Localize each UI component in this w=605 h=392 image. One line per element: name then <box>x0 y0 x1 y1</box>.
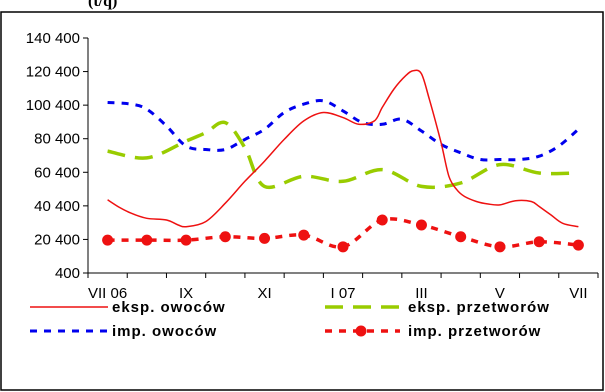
y-tick-label: 60 400 <box>34 164 80 181</box>
legend-label-eksp-przetworow: eksp. przetworów <box>408 299 550 316</box>
data-point-imp-przetworow <box>102 234 114 246</box>
y-tick-label: 20 400 <box>34 231 80 248</box>
legend-label-imp-owocow: imp. owoców <box>112 323 217 340</box>
x-tick-label: V <box>495 285 505 302</box>
legend-item-eksp-przetworow: eksp. przetworów <box>325 299 550 316</box>
y-tick-label: 400 <box>55 265 80 282</box>
data-point-imp-przetworow <box>415 219 427 231</box>
x-tick-label: VII 06 <box>88 285 127 302</box>
legend-item-eksp-owocow: eksp. owoców <box>30 299 226 316</box>
series-line-eksp-owocow <box>107 69 579 228</box>
series-line-imp-owocow <box>107 99 580 162</box>
series-layer <box>102 69 584 253</box>
legend-item-imp-przetworow: imp. przetworów <box>325 323 541 340</box>
data-point-imp-przetworow <box>219 231 231 243</box>
y-axis: 140 400 120 400 100 400 80 400 60 400 40 400 2… <box>26 30 88 282</box>
data-point-imp-przetworow <box>494 241 506 253</box>
y-tick-label: 140 400 <box>26 30 80 47</box>
data-point-imp-przetworow <box>376 214 388 226</box>
y-tick-label: 100 400 <box>26 97 80 114</box>
legend-marker-imp-przetworow <box>355 325 367 337</box>
data-point-imp-przetworow <box>141 234 153 246</box>
data-point-imp-przetworow <box>572 239 584 251</box>
data-point-imp-przetworow <box>259 232 271 244</box>
y-tick-label: 120 400 <box>26 64 80 81</box>
x-tick-label: VII <box>569 285 587 302</box>
x-tick-label: I 07 <box>330 285 355 302</box>
x-tick-label: III <box>415 285 428 302</box>
title-fragment: (t/q) <box>88 0 117 10</box>
y-tick-label: 80 400 <box>34 131 80 148</box>
y-tick-label: 40 400 <box>34 198 80 215</box>
data-point-imp-przetworow <box>337 241 349 253</box>
chart-border <box>0 11 604 391</box>
data-point-imp-przetworow <box>298 229 310 241</box>
legend-label-imp-przetworow: imp. przetworów <box>408 323 541 340</box>
x-axis: VII 06 IX XI I 07 III V VII <box>87 273 599 302</box>
data-point-imp-przetworow <box>180 234 192 246</box>
series-line-eksp-przetworow <box>107 120 579 190</box>
x-tick-label: XI <box>257 285 271 302</box>
data-point-imp-przetworow <box>455 231 467 243</box>
legend-item-imp-owocow: imp. owoców <box>30 323 217 340</box>
data-point-imp-przetworow <box>533 236 545 248</box>
legend: eksp. owoców eksp. przetworów imp. owocó… <box>30 299 550 340</box>
legend-label-eksp-owocow: eksp. owoców <box>112 299 226 316</box>
x-tick-label: IX <box>179 285 193 302</box>
